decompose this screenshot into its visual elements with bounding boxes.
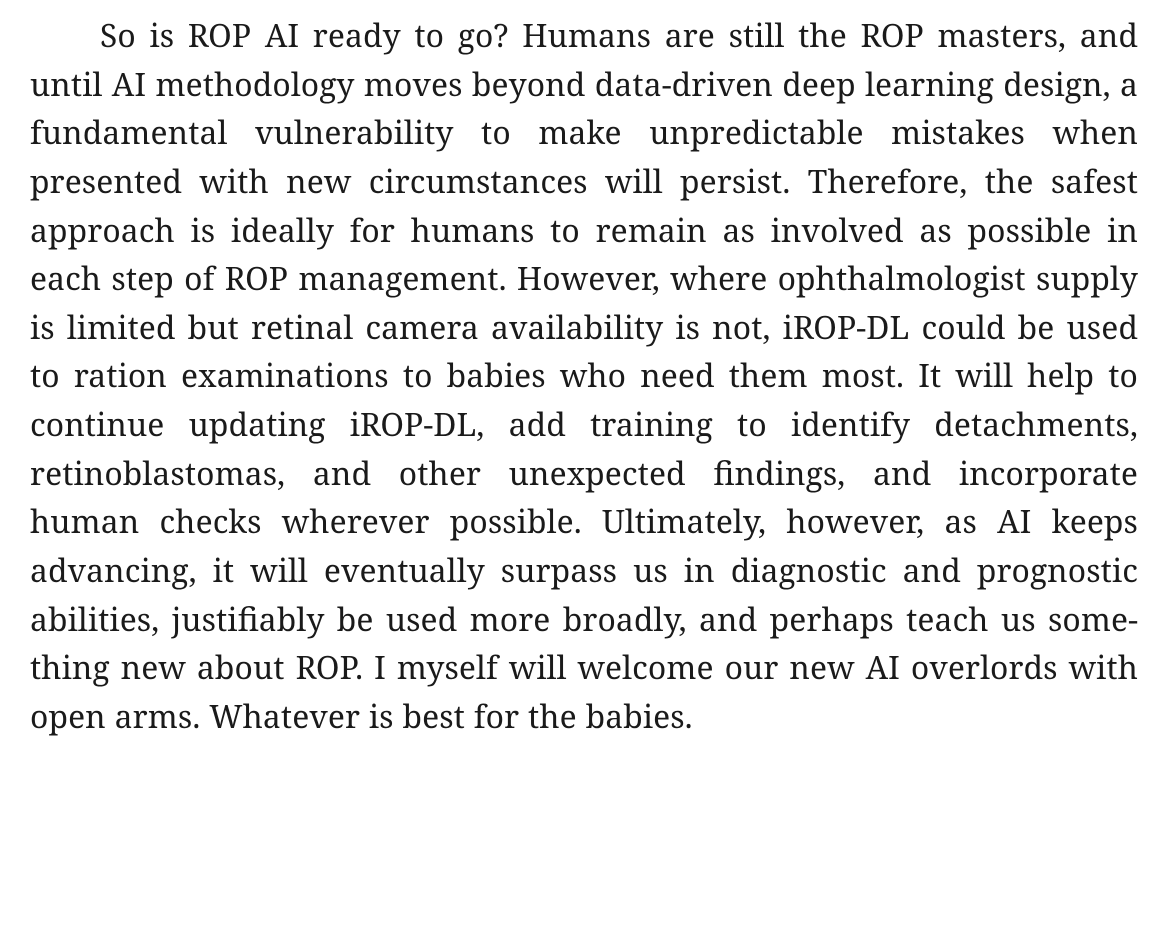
document-page: So is ROP AI ready to go? Humans are sti… [0, 0, 1168, 952]
body-paragraph: So is ROP AI ready to go? Humans are sti… [30, 12, 1138, 742]
